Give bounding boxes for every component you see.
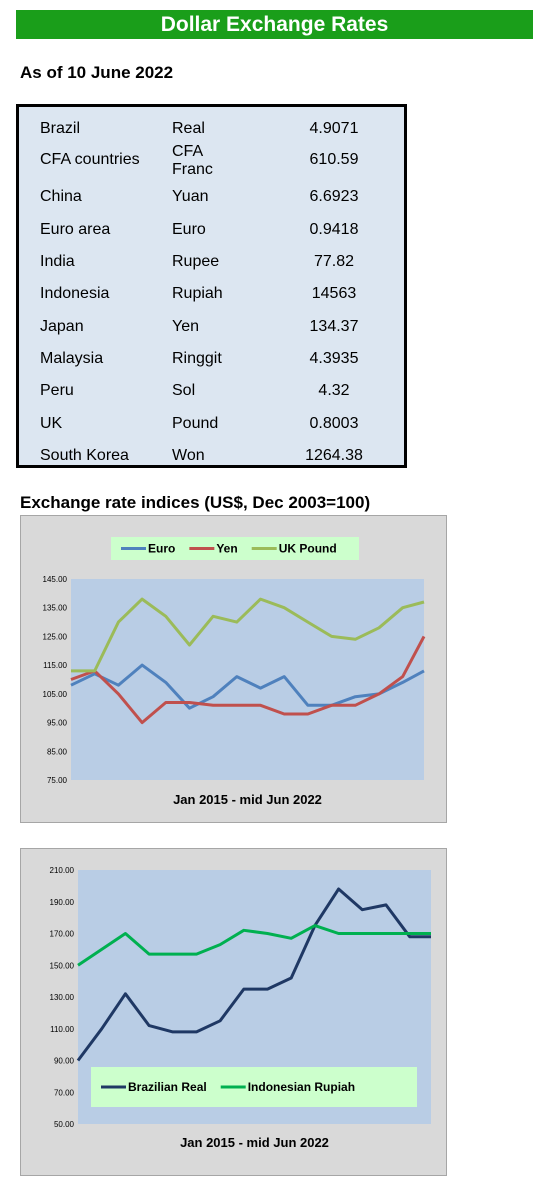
country-name: South Korea [40, 447, 129, 464]
series-line-yen [70, 635, 426, 725]
country-name: China [40, 188, 82, 205]
legend-label: Euro [148, 542, 175, 556]
series-line-uk-pound [71, 597, 425, 673]
country-name: CFA countries [40, 151, 140, 168]
indices-chart-1: 145.00 135.00 125.00 115.00 105.00 95.00 85.00… [20, 515, 447, 823]
rate-value: 4.9071 [309, 120, 359, 137]
page-title: Dollar Exchange Rates [160, 13, 389, 36]
y-tick-label: 110.00 [50, 1025, 74, 1034]
rate-value: 4.32 [318, 382, 350, 399]
rate-value: 6.6923 [309, 188, 359, 205]
rate-value: 0.9418 [309, 221, 359, 238]
country-name: Brazil [40, 120, 81, 137]
currency-name: Euro [172, 221, 206, 238]
chart-2-svg: 210.00 190.00 170.00 150.00 130.00 110.00 90.0… [50, 866, 431, 1150]
country-name: Euro area [40, 221, 111, 238]
y-tick-label: 115.00 [43, 661, 67, 670]
chart-1-svg: 145.00 135.00 125.00 115.00 105.00 95.00 85.00… [43, 537, 426, 807]
y-tick-label: 90.00 [54, 1057, 75, 1066]
country-name: UK [40, 415, 63, 432]
legend-box [91, 1067, 417, 1107]
legend-label: Indonesian Rupiah [248, 1080, 355, 1094]
y-tick-label: 170.00 [50, 930, 75, 939]
y-tick-label: 50.00 [54, 1120, 75, 1129]
y-tick-label: 125.00 [43, 632, 68, 641]
indices-title: Exchange rate indices (US$, Dec 2003=100… [20, 493, 371, 512]
y-tick-label: 210.00 [50, 866, 75, 875]
legend-label: Brazilian Real [128, 1080, 207, 1094]
currency-name: Real [172, 120, 205, 137]
rate-value: 4.3935 [309, 350, 359, 367]
y-tick-label: 95.00 [47, 719, 68, 728]
currency-name: Rupiah [172, 285, 223, 302]
currency-name: Yuan [172, 188, 209, 205]
indices-chart-2: 210.00 190.00 170.00 150.00 130.00 110.00 90.0… [20, 848, 447, 1176]
y-tick-label: 135.00 [43, 604, 68, 613]
currency-name: Sol [172, 382, 196, 399]
series-line-brazilian-real [76, 887, 431, 1062]
y-tick-label: 70.00 [54, 1088, 75, 1097]
country-name: India [40, 253, 75, 270]
y-tick-label: 190.00 [50, 898, 75, 907]
country-name: Japan [40, 318, 84, 335]
rate-value: 610.59 [309, 151, 359, 168]
series-line-indonesian-rupiah [77, 924, 431, 967]
title-banner: Dollar Exchange Rates [16, 10, 533, 39]
currency-name: Won [172, 447, 205, 464]
legend-label: UK Pound [279, 542, 337, 556]
exchange-rates-table: Brazil Real 4.9071 CFA countries CFA Franc 61… [16, 104, 407, 468]
x-axis-label: Jan 2015 - mid Jun 2022 [173, 792, 322, 807]
rate-value: 0.8003 [309, 415, 359, 432]
rate-value: 77.82 [313, 253, 355, 270]
currency-name: Yen [172, 318, 199, 335]
country-name: Malaysia [40, 350, 104, 367]
y-tick-label: 105.00 [43, 690, 68, 699]
rate-value: 14563 [311, 285, 357, 302]
y-tick-label: 150.00 [50, 961, 75, 970]
series-line-euro [70, 663, 425, 710]
x-axis-label: Jan 2015 - mid Jun 2022 [180, 1135, 329, 1150]
legend-label: Yen [216, 542, 237, 556]
y-tick-label: 75.00 [47, 776, 68, 785]
legend-box [111, 537, 359, 560]
rate-value: 134.37 [309, 318, 359, 335]
y-tick-label: 130.00 [50, 993, 75, 1002]
country-name: Peru [40, 382, 74, 399]
rate-value: 1264.38 [305, 447, 363, 464]
country-name: Indonesia [40, 285, 110, 302]
currency-name: CFA Franc [172, 143, 213, 178]
currency-name: Ringgit [172, 350, 222, 367]
currency-name: Pound [172, 415, 219, 432]
y-tick-label: 145.00 [43, 575, 68, 584]
currency-name: Rupee [172, 253, 220, 270]
as-of-date: As of 10 June 2022 [20, 63, 174, 82]
y-tick-label: 85.00 [47, 747, 68, 756]
